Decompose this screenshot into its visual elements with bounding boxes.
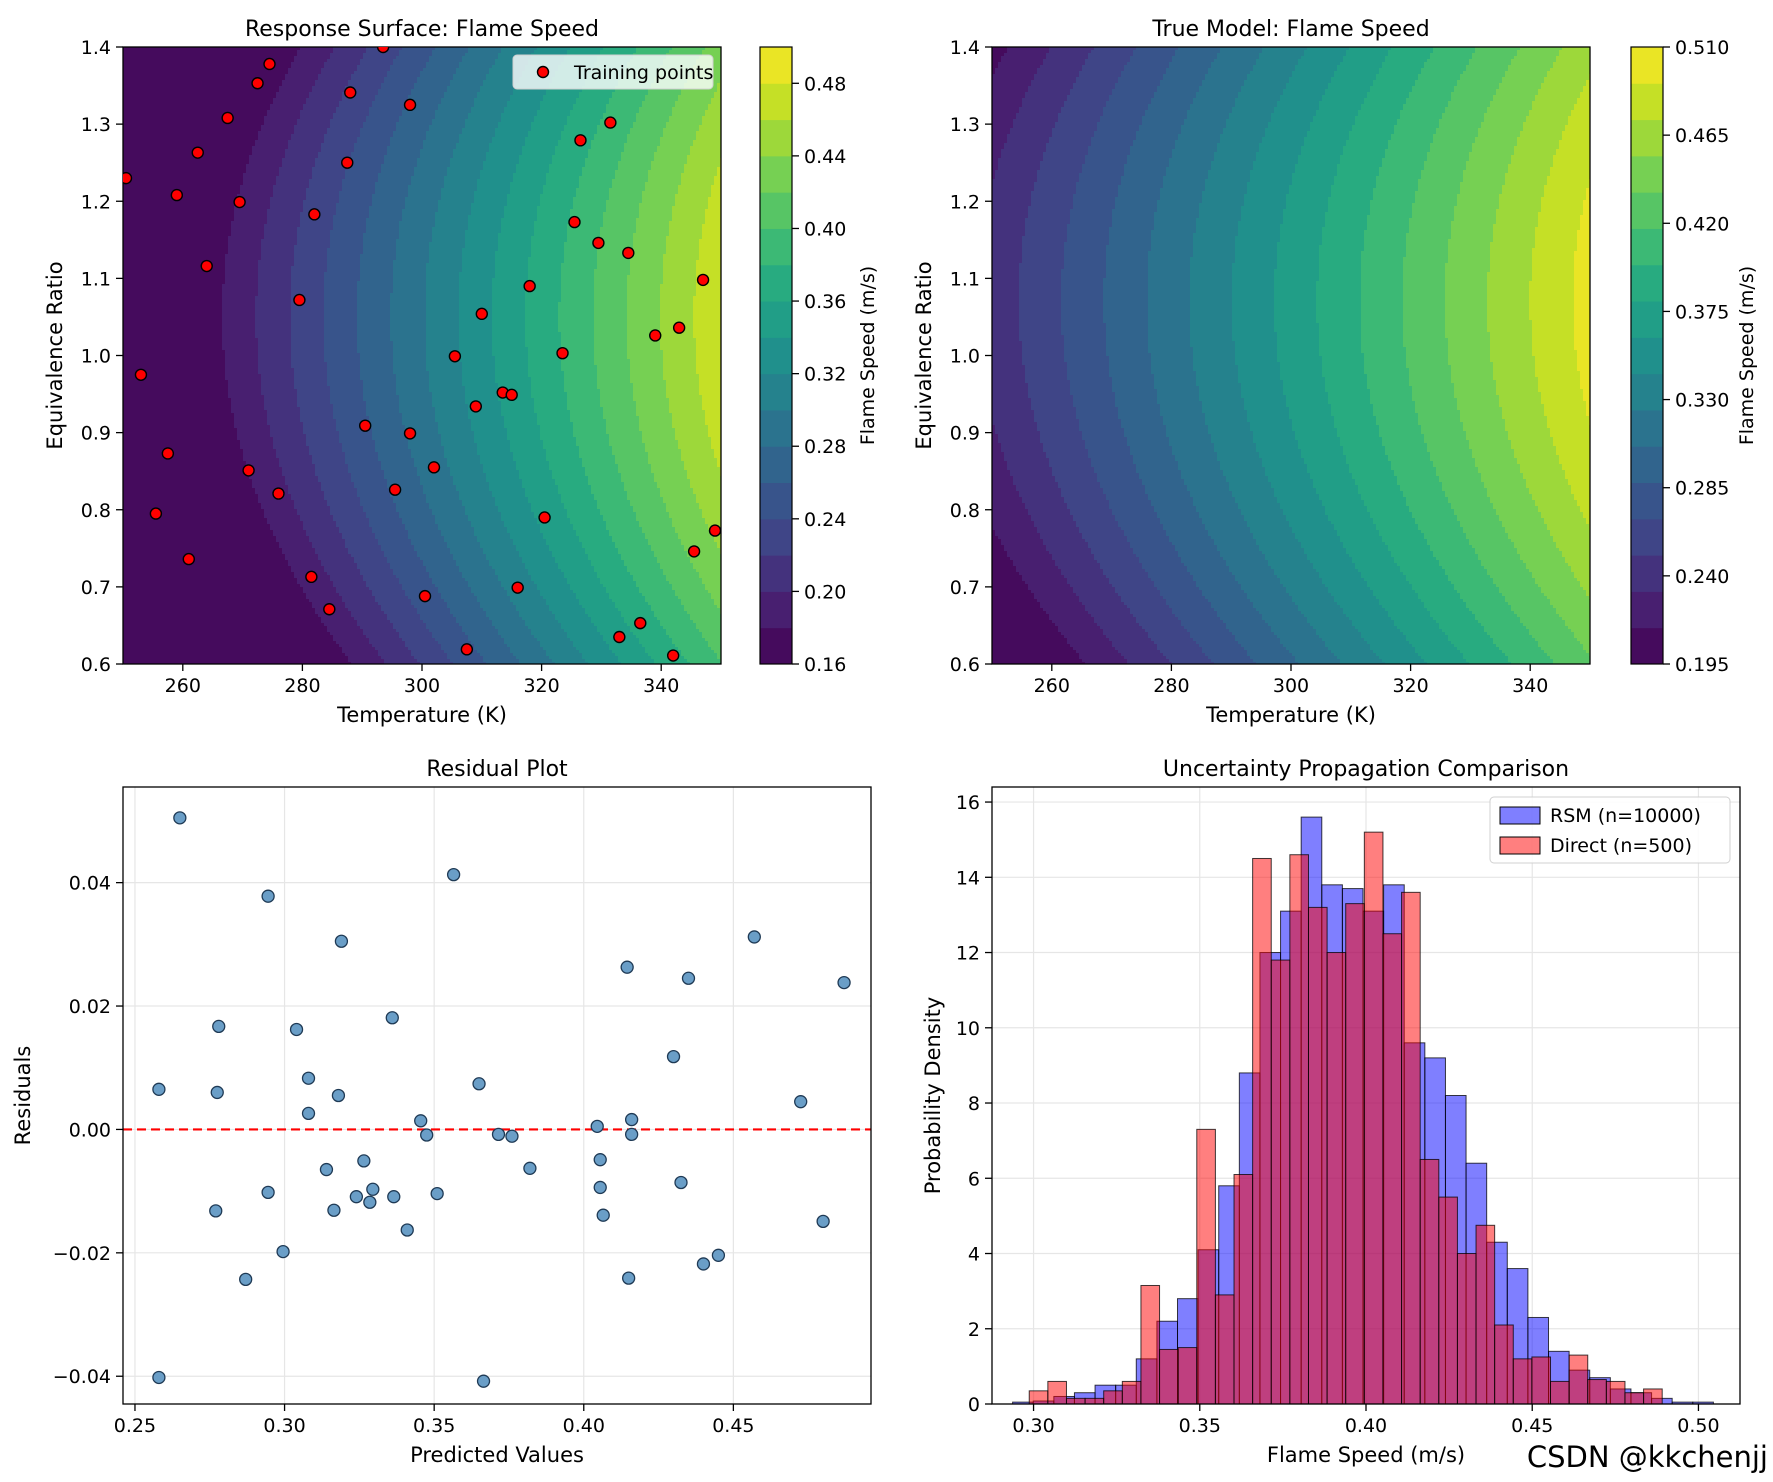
contour-fill	[123, 47, 724, 666]
chart-response-surface: 260 280 300 320 3400.60.70.80.91.01.11.21.31…	[43, 17, 879, 727]
